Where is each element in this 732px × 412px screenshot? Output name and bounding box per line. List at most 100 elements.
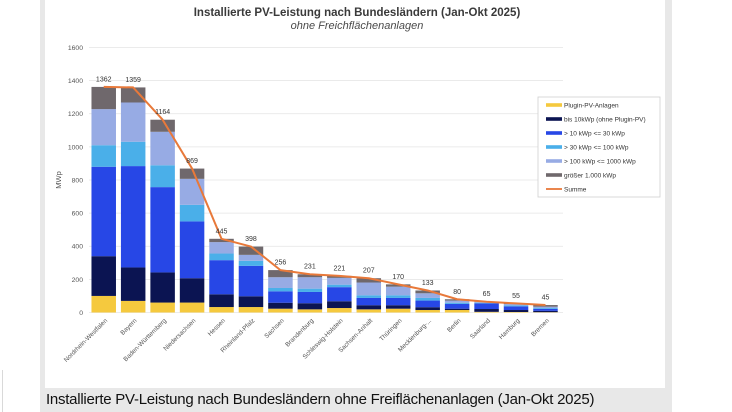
bar-segment: [179, 168, 205, 179]
bar-segment: [150, 272, 175, 303]
bar-segment: [91, 86, 116, 110]
y-tick-label: 800: [72, 177, 84, 184]
bar-segment: [120, 87, 146, 103]
bar-stack: [297, 274, 323, 313]
y-tick-label: 1600: [68, 45, 83, 52]
data-label: 1362: [96, 76, 112, 83]
bar-segment: [297, 274, 323, 278]
bar-segment: [503, 310, 529, 313]
x-axis-ticks: Nordrhein-Westfalen BayernBaden-Württembe…: [63, 317, 551, 364]
bar-segment: [356, 305, 382, 310]
bar-stack: [533, 305, 558, 313]
data-label: 445: [216, 228, 228, 235]
x-tick-label: Bayern: [119, 317, 139, 337]
bar-stack: [356, 278, 382, 313]
y-tick-label: 600: [72, 211, 84, 218]
bar-stack: [209, 238, 234, 313]
bar-segment: [150, 187, 175, 273]
bar-segment: [209, 238, 234, 243]
bar-segment: [415, 293, 440, 298]
y-tick-label: 1200: [68, 111, 83, 118]
bar-segment: [533, 308, 558, 311]
bar-segment: [385, 308, 411, 313]
legend-swatch: [546, 117, 562, 121]
data-label: 1359: [125, 77, 141, 84]
bar-segment: [179, 178, 205, 205]
legend-item: bis 10kWp (ohne Plugin-PV): [546, 116, 646, 123]
data-label: 869: [186, 158, 198, 165]
bar-segment: [179, 278, 205, 303]
bar-segment: [268, 277, 293, 288]
bar-segment: [356, 295, 382, 298]
y-axis-title: MWp: [54, 171, 63, 189]
legend-label: > 100 kWp <= 1000 kWp: [564, 158, 636, 165]
bar-segment: [385, 295, 411, 298]
bar-stack: [474, 301, 499, 313]
bar-segment: [91, 295, 116, 313]
bar-segment: [415, 307, 440, 311]
bar-segment: [209, 253, 234, 261]
y-tick-label: 1400: [68, 78, 83, 85]
bar-segment: [415, 290, 440, 294]
bar-segment: [120, 102, 146, 142]
x-tick-label: Berlin: [446, 317, 463, 334]
bar-segment: [474, 303, 499, 310]
legend-swatch: [546, 159, 562, 163]
bar-segment: [179, 204, 205, 222]
legend-label: > 30 kWp <= 100 kWp: [564, 144, 629, 151]
bar-segment: [120, 166, 146, 268]
bar-segment: [356, 278, 382, 283]
x-tick-label: Sachsen: [263, 317, 286, 340]
bar-segment: [120, 267, 146, 301]
bar-segment: [238, 260, 264, 266]
x-tick-label: Thüringen: [378, 317, 404, 343]
bar-segment: [297, 277, 323, 289]
bar-stack: [120, 87, 146, 313]
bar-segment: [444, 303, 470, 309]
y-tick-label: 1000: [68, 144, 83, 151]
legend-label: Summe: [564, 186, 587, 193]
bar-segment: [150, 131, 175, 166]
bar-segment: [209, 242, 234, 254]
bar-segment: [533, 308, 558, 309]
stacked-bar-chart: Installierte PV-Leistung nach Bundesländ…: [54, 7, 661, 364]
bar-segment: [238, 307, 264, 313]
bar-segment: [415, 300, 440, 308]
bar-stack: [444, 299, 470, 313]
data-labels: 1362 1359 1164 869 445 398 256 231 221 207 170 133 8…: [96, 76, 550, 301]
bar-segment: [356, 297, 382, 306]
bar-stack: [179, 168, 205, 313]
x-tick-label: Saarland: [469, 317, 492, 340]
bar-segment: [209, 260, 234, 295]
bar-segment: [150, 165, 175, 188]
bar-segment: [503, 304, 529, 306]
bar-segment: [327, 301, 352, 309]
bar-segment: [503, 305, 529, 307]
bar-segment: [179, 221, 205, 279]
bar-segment: [120, 300, 146, 313]
bar-segment: [385, 305, 411, 309]
legend-label: bis 10kWp (ohne Plugin-PV): [564, 116, 646, 123]
data-label: 55: [512, 293, 520, 300]
data-label: 1164: [155, 109, 170, 116]
bar-segment: [385, 284, 411, 287]
bar-segment: [327, 308, 352, 313]
bar-segment: [268, 308, 293, 313]
bar-segment: [297, 303, 323, 310]
bar-segment: [91, 145, 116, 167]
bar-segment: [415, 310, 440, 313]
y-tick-label: 200: [72, 277, 84, 284]
bar-segment: [327, 277, 352, 285]
bar-segment: [238, 246, 264, 255]
legend-swatch: [546, 173, 562, 177]
legend: Plugin-PV-Anlagen bis 10kWp (ohne Plugin-…: [537, 96, 661, 198]
data-label: 256: [275, 260, 287, 267]
figure-caption: Installierte PV-Leistung nach Bundesländ…: [46, 391, 595, 408]
y-tick-label: 0: [79, 310, 83, 317]
bar-segment: [297, 291, 323, 304]
bar-segment: [327, 287, 352, 302]
legend-item: Summe: [546, 186, 587, 193]
bar-segment: [474, 311, 499, 313]
bar-stack: [385, 284, 411, 313]
bar-segment: [474, 302, 499, 304]
